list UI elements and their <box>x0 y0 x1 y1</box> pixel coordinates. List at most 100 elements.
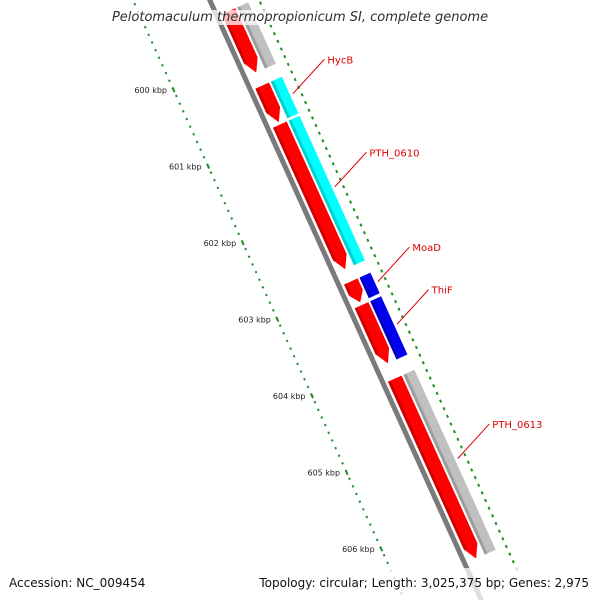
ruler-minor-tick <box>178 102 182 106</box>
ruler-outer-tick <box>449 422 453 426</box>
ruler-outer-tick <box>421 361 425 365</box>
ruler-outer-tick <box>276 39 280 44</box>
ruler-minor-tick <box>285 339 289 343</box>
ruler-outer-tick <box>470 468 474 472</box>
feature-6-shade <box>387 380 468 551</box>
ruler-minor-tick <box>216 186 220 190</box>
ruler-label-3: 602 kbp <box>204 239 237 248</box>
ruler-outer-tick <box>504 544 508 549</box>
gene-pth-0610 <box>288 115 365 266</box>
ruler-outer-tick <box>293 77 297 82</box>
ruler-minor-tick <box>316 408 320 412</box>
genome-title: Pelotomaculum thermopropionicum SI, comp… <box>0 10 600 25</box>
ruler-minor-tick <box>361 507 365 511</box>
ruler-outer-tick <box>394 299 398 304</box>
gene-moad <box>359 272 380 299</box>
ruler-outer-tick <box>349 200 353 204</box>
ruler-minor-tick <box>251 263 254 266</box>
ruler-minor-tick <box>133 2 137 6</box>
genome-summary-text: Topology: circular; Length: 3,025,375 bp… <box>259 576 589 590</box>
ruler-outer-tick <box>269 24 273 28</box>
ruler-minor-tick <box>168 79 171 83</box>
ruler-outer-tick <box>435 391 439 396</box>
gene-thif-leader <box>396 289 429 325</box>
ruler-minor-tick <box>386 561 389 565</box>
ruler-outer-tick <box>477 483 481 488</box>
ruler-minor-tick <box>244 247 247 251</box>
ruler-minor-tick <box>330 439 334 442</box>
ruler-outer-tick <box>369 246 373 250</box>
ruler-minor-tick <box>220 194 223 197</box>
ruler-minor-tick <box>313 400 317 404</box>
ruler-outer-tick <box>321 139 325 143</box>
gene-pth-0610-leader <box>334 151 367 188</box>
feature-4-shade <box>344 283 352 295</box>
ruler-outer-tick <box>307 108 311 112</box>
ruler-minor-tick <box>334 446 337 450</box>
ruler-minor-tick <box>306 385 310 389</box>
ruler-outer-tick <box>490 514 495 518</box>
ruler-minor-tick <box>154 48 157 52</box>
ruler-minor-tick <box>368 523 372 526</box>
ruler-outer-tick <box>373 253 377 258</box>
ruler-outer-tick <box>283 54 287 59</box>
ruler-minor-tick <box>223 201 227 205</box>
ruler-minor-tick <box>147 33 150 37</box>
ruler-outer-tick <box>310 116 314 120</box>
ruler-outer-tick <box>376 261 380 266</box>
ruler-outer-tick <box>279 47 283 51</box>
ruler-minor-tick <box>323 423 327 427</box>
ruler-outer-tick <box>335 169 339 174</box>
ruler-minor-tick <box>299 370 303 373</box>
ruler-outer-tick <box>466 460 470 465</box>
ruler-outer-tick <box>359 223 363 227</box>
ruler-minor-tick <box>185 117 189 121</box>
ruler-minor-tick <box>365 515 369 519</box>
ruler-minor-tick <box>268 301 272 305</box>
ruler-outer-tick <box>442 406 446 411</box>
ruler-outer-tick <box>432 384 436 388</box>
ruler-outer-tick <box>459 445 463 449</box>
ruler-outer-tick <box>328 154 332 158</box>
ruler-minor-tick <box>195 140 199 144</box>
feature-3-shade <box>273 126 337 262</box>
gene-hycb-leader <box>292 58 325 95</box>
backbone-line <box>206 0 486 604</box>
ruler-label-2: 601 kbp <box>169 162 202 171</box>
ruler-outer-tick <box>425 368 429 373</box>
ruler-minor-tick <box>320 416 324 419</box>
gene-thif-shade <box>370 300 400 360</box>
ruler-minor-tick <box>233 224 237 228</box>
feature-4 <box>344 278 363 303</box>
ruler-outer-tick <box>494 521 498 526</box>
gene-pth-0613-leader <box>457 423 490 459</box>
ruler-outer-tick <box>484 498 488 503</box>
ruler-minor-tick <box>192 132 196 136</box>
ruler-outer-tick <box>407 330 411 334</box>
ruler-outer-tick <box>387 284 391 289</box>
ruler-outer-tick <box>418 353 422 357</box>
ruler-minor-tick <box>296 362 299 366</box>
feature-2 <box>255 82 281 123</box>
gene-moad-shade <box>359 276 372 299</box>
ruler-outer-tick <box>259 1 263 5</box>
ruler-outer-tick <box>411 338 415 342</box>
ruler-major-tick <box>379 546 384 552</box>
ruler-outer-tick <box>463 452 467 457</box>
ruler-minor-tick <box>282 331 286 335</box>
ruler-outer-tick <box>390 292 394 296</box>
ruler-outer-tick <box>414 345 418 350</box>
ruler-outer-tick <box>511 560 515 564</box>
ruler-minor-tick <box>188 125 192 129</box>
ruler-minor-tick <box>161 64 164 67</box>
ruler-minor-tick <box>157 56 161 60</box>
ruler-minor-tick <box>271 308 275 312</box>
gene-pth-0613-shade <box>403 373 488 555</box>
ruler-minor-tick <box>341 462 344 465</box>
gene-hycb-shade <box>270 80 291 119</box>
gene-moad-leader <box>377 246 410 283</box>
ruler-outer-tick <box>355 215 359 220</box>
gene-hycb <box>270 76 299 119</box>
